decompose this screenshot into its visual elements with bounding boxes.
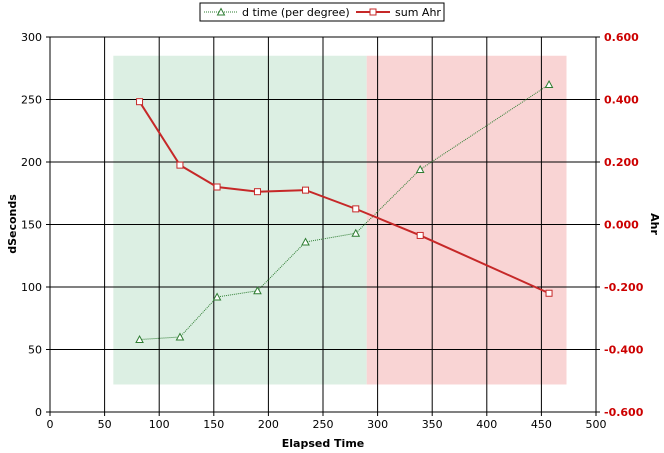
legend-marker-square bbox=[369, 8, 377, 16]
y-tick-label: 150 bbox=[21, 219, 42, 232]
y2-tick-label: -0.200 bbox=[604, 281, 644, 294]
data-point-triangle bbox=[212, 292, 222, 301]
data-point-triangle bbox=[415, 164, 425, 173]
legend: d time (per degree) sum Ahr bbox=[199, 2, 445, 22]
shaded-regions bbox=[113, 55, 567, 385]
legend-label-sum-ahr: sum Ahr bbox=[395, 6, 441, 19]
y-tick-label: 300 bbox=[21, 31, 42, 44]
series-layer bbox=[135, 79, 554, 343]
y2-tick-label: 0.000 bbox=[604, 219, 639, 232]
y-axis-ticks: 0 50 100 150 200 250 300 bbox=[21, 31, 50, 419]
y2-tick-label: 0.600 bbox=[604, 31, 639, 44]
data-point-square bbox=[213, 183, 221, 191]
y-tick-label: 50 bbox=[28, 344, 42, 357]
y2-tick-label: 0.200 bbox=[604, 156, 639, 169]
shaded-region-0 bbox=[113, 55, 367, 385]
data-point-triangle bbox=[351, 228, 361, 237]
x-tick-label: 200 bbox=[258, 418, 279, 431]
data-point-triangle bbox=[544, 79, 554, 88]
y-axis-title: dSeconds bbox=[6, 194, 19, 254]
x-tick-label: 300 bbox=[367, 418, 388, 431]
x-axis-title: Elapsed Time bbox=[282, 437, 365, 450]
data-point-square bbox=[253, 188, 261, 196]
y2-tick-label: -0.600 bbox=[604, 406, 644, 419]
grid-lines bbox=[50, 37, 596, 412]
data-point-square bbox=[545, 289, 553, 297]
y2-tick-label: -0.400 bbox=[604, 344, 644, 357]
x-tick-label: 400 bbox=[476, 418, 497, 431]
data-point-square bbox=[302, 186, 310, 194]
shaded-region-1 bbox=[366, 55, 567, 385]
y-tick-label: 200 bbox=[21, 156, 42, 169]
series-line-0 bbox=[139, 84, 550, 340]
legend-marker-triangle bbox=[216, 7, 226, 16]
x-tick-label: 450 bbox=[531, 418, 552, 431]
x-tick-label: 350 bbox=[422, 418, 443, 431]
y-tick-label: 100 bbox=[21, 281, 42, 294]
data-point-square bbox=[352, 205, 360, 213]
data-point-triangle bbox=[253, 286, 262, 295]
data-point-square bbox=[176, 161, 184, 169]
x-tick-label: 100 bbox=[149, 418, 170, 431]
x-tick-label: 500 bbox=[586, 418, 607, 431]
y2-tick-label: 0.400 bbox=[604, 94, 639, 107]
y-tick-label: 0 bbox=[35, 406, 42, 419]
series-1 bbox=[136, 98, 553, 297]
series-0 bbox=[135, 79, 554, 343]
x-tick-label: 250 bbox=[313, 418, 334, 431]
x-axis-ticks: 0 50 100 150 200 250 300 350 400 450 500 bbox=[47, 412, 607, 431]
x-tick-label: 50 bbox=[98, 418, 112, 431]
legend-box bbox=[199, 2, 445, 22]
data-point-triangle bbox=[301, 237, 310, 246]
data-point-square bbox=[416, 231, 424, 239]
data-point-square bbox=[136, 98, 144, 106]
data-point-triangle bbox=[135, 334, 144, 343]
data-point-triangle bbox=[175, 332, 185, 341]
y-tick-label: 250 bbox=[21, 94, 42, 107]
x-tick-label: 0 bbox=[47, 418, 54, 431]
series-line-1 bbox=[138, 101, 550, 295]
y2-axis-ticks: -0.600 -0.400 -0.200 0.000 0.200 0.400 0.600 bbox=[596, 31, 644, 419]
x-tick-label: 150 bbox=[203, 418, 224, 431]
y2-axis-title: Ahr bbox=[648, 213, 661, 235]
legend-label-d-time: d time (per degree) bbox=[242, 6, 350, 19]
